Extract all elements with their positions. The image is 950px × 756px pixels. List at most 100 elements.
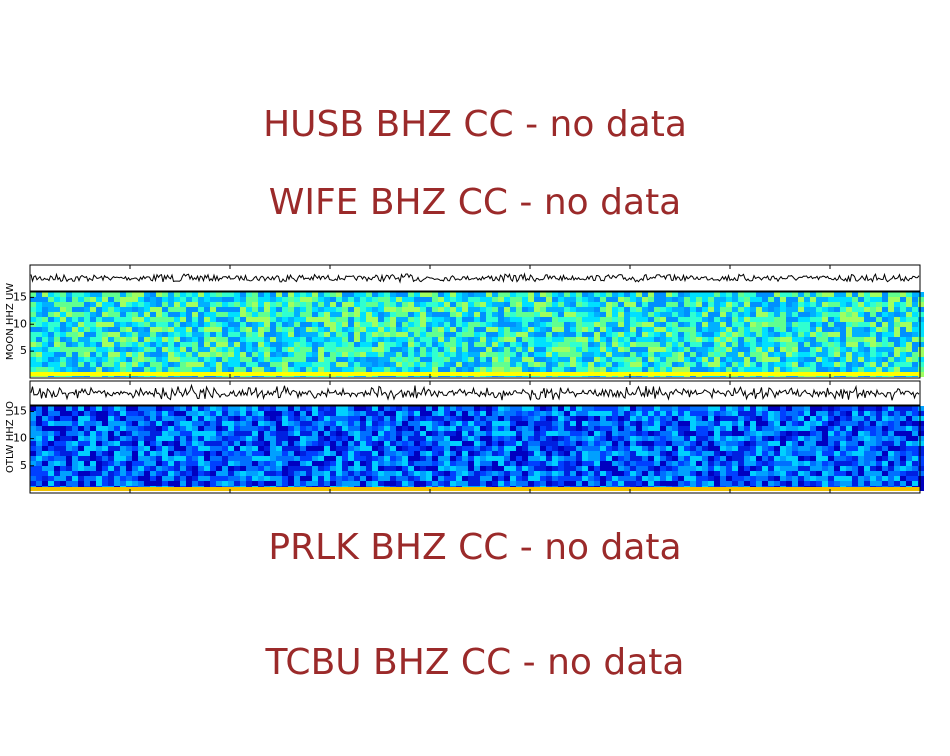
spectrogram-cell	[324, 436, 330, 441]
spectrogram-cell	[564, 406, 570, 411]
spectrogram-cell	[684, 461, 690, 466]
spectrogram-cell	[366, 456, 372, 461]
spectrogram-cell	[834, 431, 840, 436]
spectrogram-cell	[372, 337, 378, 342]
spectrogram-cell	[384, 307, 390, 312]
spectrogram-cell	[330, 367, 336, 372]
spectrogram-cell	[306, 292, 312, 297]
spectrogram-cell	[822, 426, 828, 431]
spectrogram-cell	[786, 352, 792, 357]
spectrogram-cell	[402, 332, 408, 337]
spectrogram-cell	[876, 352, 882, 357]
spectrogram-cell	[612, 481, 618, 486]
spectrogram-cell	[726, 347, 732, 352]
spectrogram-cell	[480, 431, 486, 436]
spectrogram-cell	[456, 426, 462, 431]
spectrogram-cell	[174, 372, 180, 377]
spectrogram-cell	[78, 322, 84, 327]
spectrogram-cell	[276, 451, 282, 456]
spectrogram-cell	[336, 471, 342, 476]
spectrogram-cell	[834, 347, 840, 352]
spectrogram-cell	[144, 307, 150, 312]
spectrogram-cell	[492, 461, 498, 466]
spectrogram-cell	[522, 446, 528, 451]
spectrogram-cell	[198, 471, 204, 476]
spectrogram-cell	[390, 322, 396, 327]
spectrogram-cell	[96, 461, 102, 466]
spectrogram-cell	[360, 411, 366, 416]
spectrogram-cell	[870, 476, 876, 481]
spectrogram-cell	[528, 416, 534, 421]
spectrogram-cell	[528, 332, 534, 337]
spectrogram-cell	[594, 357, 600, 362]
spectrogram-cell	[492, 307, 498, 312]
spectrogram-cell	[822, 347, 828, 352]
spectrogram-cell	[516, 456, 522, 461]
spectrogram-cell	[708, 322, 714, 327]
spectrogram-cell	[54, 317, 60, 322]
spectrogram-cell	[750, 342, 756, 347]
spectrogram-cell	[30, 411, 36, 416]
spectrogram-cell	[306, 416, 312, 421]
spectrogram-cell	[876, 431, 882, 436]
spectrogram-cell	[864, 441, 870, 446]
spectrogram-cell	[744, 421, 750, 426]
spectrogram-cell	[882, 312, 888, 317]
spectrogram-cell	[294, 362, 300, 367]
spectrogram-cell	[366, 357, 372, 362]
spectrogram-cell	[174, 436, 180, 441]
spectrogram-cell	[216, 317, 222, 322]
spectrogram-cell	[354, 352, 360, 357]
spectrogram-cell	[318, 431, 324, 436]
spectrogram-cell	[672, 466, 678, 471]
spectrogram-cell	[564, 307, 570, 312]
spectrogram-cell	[828, 431, 834, 436]
spectrogram-cell	[882, 426, 888, 431]
spectrogram-cell	[210, 411, 216, 416]
spectrogram-cell	[402, 347, 408, 352]
spectrogram-cell	[156, 312, 162, 317]
spectrogram-cell	[906, 476, 912, 481]
spectrogram-cell	[360, 357, 366, 362]
spectrogram-cell	[108, 312, 114, 317]
spectrogram-cell	[462, 451, 468, 456]
spectrogram-cell	[252, 421, 258, 426]
spectrogram-cell	[162, 476, 168, 481]
spectrogram-cell	[420, 352, 426, 357]
spectrogram-cell	[576, 446, 582, 451]
spectrogram-cell	[696, 307, 702, 312]
spectrogram-cell	[540, 436, 546, 441]
spectrogram-cell	[894, 461, 900, 466]
spectrogram-cell	[708, 372, 714, 377]
spectrogram-cell	[396, 332, 402, 337]
spectrogram-cell	[234, 362, 240, 367]
spectrogram-cell	[426, 302, 432, 307]
spectrogram-cell	[210, 292, 216, 297]
spectrogram-cell	[396, 372, 402, 377]
spectrogram-cell	[546, 466, 552, 471]
spectrogram-cell	[786, 337, 792, 342]
spectrogram-cell	[840, 406, 846, 411]
spectrogram-cell	[432, 327, 438, 332]
spectrogram-cell	[156, 416, 162, 421]
spectrogram-cell	[102, 332, 108, 337]
spectrogram-cell	[708, 451, 714, 456]
spectrogram-cell	[510, 451, 516, 456]
spectrogram-cell	[354, 337, 360, 342]
spectrogram-cell	[462, 436, 468, 441]
spectrogram-cell	[354, 476, 360, 481]
spectrogram-cell	[552, 322, 558, 327]
spectrogram-cell	[402, 446, 408, 451]
spectrogram-cell	[216, 362, 222, 367]
spectrogram-cell	[210, 451, 216, 456]
spectrogram-cell	[528, 307, 534, 312]
spectrogram-cell	[672, 446, 678, 451]
spectrogram-cell	[678, 312, 684, 317]
spectrogram-cell	[396, 456, 402, 461]
spectrogram-cell	[162, 372, 168, 377]
spectrogram-cell	[228, 372, 234, 377]
spectrogram-cell	[702, 322, 708, 327]
spectrogram-cell	[318, 441, 324, 446]
spectrogram-cell	[852, 317, 858, 322]
spectrogram-cell	[66, 292, 72, 297]
